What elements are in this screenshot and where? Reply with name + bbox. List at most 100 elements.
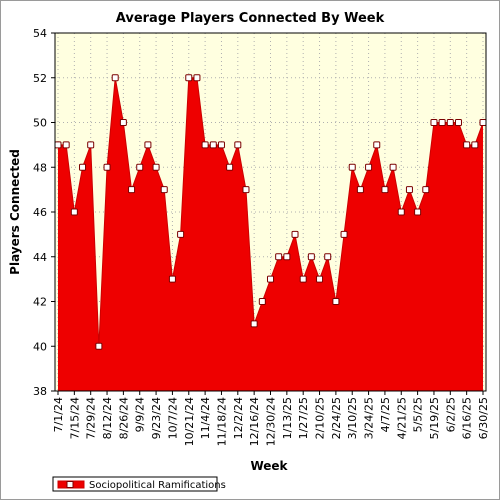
x-axis: 7/1/24 7/15/24 7/29/24 8/12/24 8/26/24 9/9/24… (52, 391, 490, 446)
data-point (87, 141, 95, 149)
data-point (267, 275, 274, 283)
x-tick-label: 6/30/25 (477, 397, 490, 439)
data-point (111, 74, 119, 82)
x-tick-label: 3/24/25 (363, 397, 376, 439)
data-point (95, 342, 103, 350)
area-fill (58, 77, 483, 391)
y-tick-label: 46 (33, 206, 47, 219)
x-tick-label: 9/9/24 (134, 397, 147, 432)
data-point (201, 141, 209, 149)
data-point (365, 163, 373, 171)
data-point (414, 208, 422, 216)
y-tick-label: 52 (33, 72, 47, 85)
x-tick-label: 2/24/25 (330, 397, 343, 439)
data-point (54, 141, 62, 149)
data-point (479, 119, 487, 126)
data-point (258, 298, 266, 305)
data-point (226, 163, 234, 171)
x-tick-label: 6/2/25 (444, 397, 457, 432)
x-axis-title: Week (250, 459, 288, 473)
data-point (332, 298, 340, 305)
data-point (373, 141, 381, 149)
data-point (152, 163, 160, 171)
data-point (307, 253, 315, 261)
data-point (356, 186, 364, 194)
y-tick-label: 38 (33, 385, 47, 398)
x-tick-label: 12/16/24 (248, 397, 261, 446)
legend: Sociopolitical Ramifications (52, 476, 226, 492)
data-point (177, 230, 185, 238)
data-point (324, 253, 332, 261)
y-tick-label: 40 (33, 340, 47, 353)
data-point (250, 320, 258, 328)
legend-marker (66, 481, 74, 488)
x-tick-label: 9/23/24 (150, 397, 163, 439)
data-point (389, 163, 397, 171)
data-point (185, 74, 193, 82)
data-point (234, 141, 242, 149)
data-point (348, 163, 356, 171)
x-tick-label: 10/21/24 (183, 397, 196, 446)
data-point (283, 253, 291, 261)
data-point (397, 208, 405, 216)
data-point (193, 74, 201, 82)
data-point (454, 119, 462, 126)
x-tick-label: 7/15/24 (68, 397, 81, 439)
x-tick-label: 5/19/25 (428, 397, 441, 439)
data-point (381, 186, 389, 194)
data-point (405, 186, 413, 194)
y-tick-label: 42 (33, 296, 47, 309)
x-tick-label: 1/13/25 (281, 397, 294, 439)
data-point (79, 163, 87, 171)
data-point (471, 141, 479, 149)
data-point (438, 119, 446, 126)
data-point (316, 275, 324, 283)
data-point (291, 230, 299, 238)
legend-label: Sociopolitical Ramifications (89, 480, 226, 491)
legend-box (52, 476, 218, 492)
x-tick-label: 8/26/24 (117, 397, 130, 439)
x-tick-label: 1/27/25 (297, 397, 310, 439)
chart-title: Average Players Connected By Week (116, 11, 385, 26)
data-point (242, 186, 250, 194)
x-tick-label: 12/30/24 (265, 397, 278, 446)
x-tick-label: 3/10/25 (346, 397, 359, 439)
data-point (136, 163, 144, 171)
data-point (62, 141, 70, 149)
data-point (160, 186, 168, 194)
data-point (340, 230, 348, 238)
data-point (446, 119, 454, 126)
data-point (144, 141, 152, 149)
data-point (217, 141, 225, 149)
data-point (209, 141, 217, 149)
x-tick-label: 2/10/25 (314, 397, 327, 439)
x-tick-label: 4/7/25 (379, 397, 392, 432)
data-point (103, 163, 111, 171)
x-tick-label: 8/12/24 (101, 397, 114, 439)
data-point (430, 119, 438, 126)
x-tick-label: 7/1/24 (52, 397, 65, 432)
data-point (70, 208, 78, 216)
x-tick-label: 10/7/24 (166, 397, 179, 439)
y-axis-title: Players Connected (8, 149, 22, 275)
y-tick-label: 48 (33, 161, 47, 174)
x-tick-label: 12/2/24 (232, 397, 245, 439)
data-point (463, 141, 471, 149)
data-point (275, 253, 283, 261)
plot-border (54, 32, 487, 392)
y-tick-label: 54 (33, 27, 47, 40)
x-tick-label: 4/21/25 (395, 397, 408, 439)
x-tick-label: 6/16/25 (461, 397, 474, 439)
data-point (168, 275, 176, 283)
data-point (299, 275, 307, 283)
y-axis: 38 40 42 44 46 48 50 52 54 (33, 27, 55, 398)
y-tick-label: 44 (33, 251, 47, 264)
data-point (119, 119, 127, 126)
x-tick-label: 7/29/24 (85, 397, 98, 439)
data-point (128, 186, 136, 194)
x-tick-label: 11/4/24 (199, 397, 212, 439)
y-tick-label: 50 (33, 117, 47, 130)
data-point (422, 186, 430, 194)
x-tick-label: 11/18/24 (215, 397, 228, 446)
